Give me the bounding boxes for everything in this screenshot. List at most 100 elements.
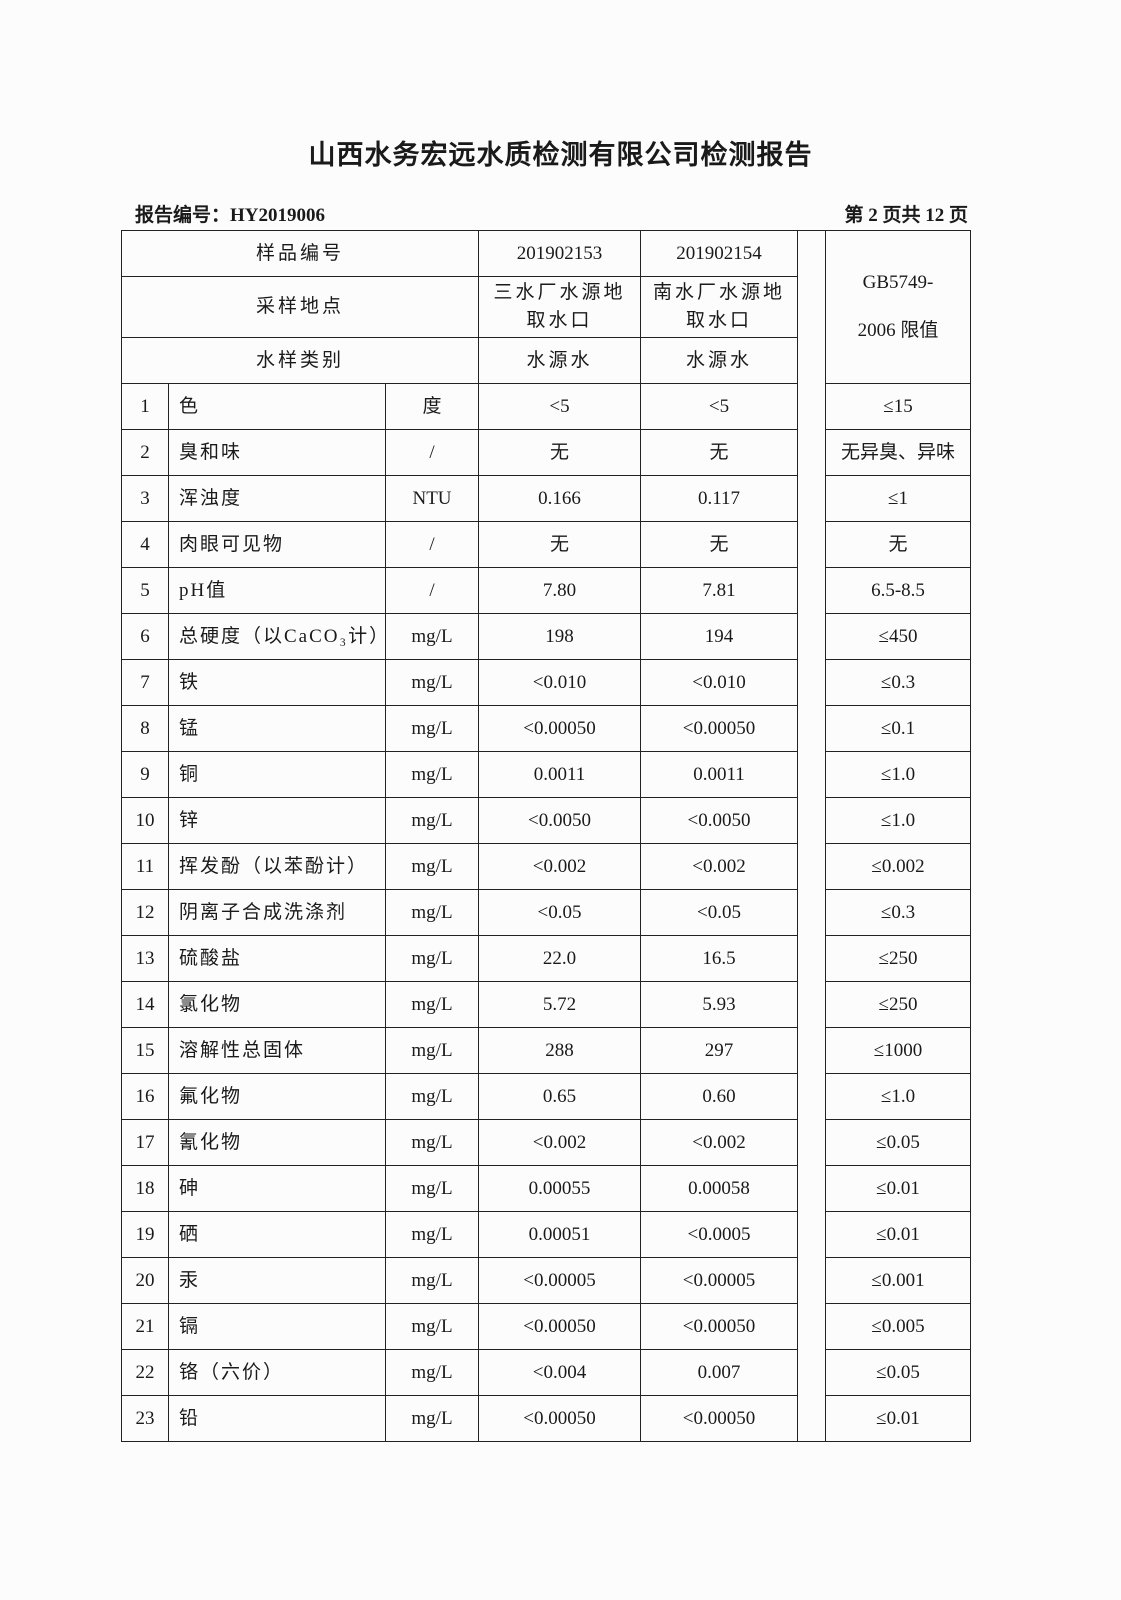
value-sample-2: <0.010 (640, 659, 798, 706)
limit-value: ≤450 (825, 613, 971, 660)
unit: mg/L (385, 1119, 479, 1166)
row-number: 18 (121, 1165, 169, 1212)
limit-value: ≤1.0 (825, 797, 971, 844)
gap (797, 981, 826, 1028)
gap (797, 1349, 826, 1396)
gap (797, 1257, 826, 1304)
value-sample-2: 5.93 (640, 981, 798, 1028)
item-name: 色 (168, 383, 386, 430)
sample-type-1: 水源水 (478, 337, 641, 384)
value-sample-1: <5 (478, 383, 641, 430)
value-sample-1: <0.00050 (478, 705, 641, 752)
table-row: 7 铁 mg/L <0.010 <0.010 ≤0.3 (121, 659, 971, 706)
limit-value: ≤1.0 (825, 1073, 971, 1120)
unit: / (385, 521, 479, 568)
limit-value: ≤15 (825, 383, 971, 430)
table-row: 5 pH值/7.80 7.81 6.5-8.5 (121, 567, 971, 614)
value-sample-2: 无 (640, 429, 798, 476)
row-number: 4 (121, 521, 169, 568)
gap (797, 429, 826, 476)
value-sample-1: 7.80 (478, 567, 641, 614)
gap (797, 521, 826, 568)
value-sample-1: 0.00055 (478, 1165, 641, 1212)
row-number: 8 (121, 705, 169, 752)
item-name: 溶解性总固体 (168, 1027, 386, 1074)
table-row: 8 锰 mg/L <0.00050 <0.00050 ≤0.1 (121, 705, 971, 752)
value-sample-2: <0.002 (640, 843, 798, 890)
limit-label-1: GB5749- (862, 272, 934, 293)
unit: mg/L (385, 1303, 479, 1350)
table-row: 10 锌 mg/L <0.0050 <0.0050 ≤1.0 (121, 797, 971, 844)
value-sample-2: 297 (640, 1027, 798, 1074)
unit: / (385, 429, 479, 476)
table-row: 14 氯化物 mg/L 5.72 5.93 ≤250 (121, 981, 971, 1028)
row-number: 13 (121, 935, 169, 982)
item-name: 阴离子合成洗涤剂 (168, 889, 386, 936)
value-sample-2: <0.05 (640, 889, 798, 936)
gap (797, 935, 826, 982)
gap (797, 659, 826, 706)
value-sample-1: 0.166 (478, 475, 641, 522)
gap (797, 1165, 826, 1212)
value-sample-1: 0.00051 (478, 1211, 641, 1258)
item-name: 铁 (168, 659, 386, 706)
limit-value: ≤0.05 (825, 1119, 971, 1166)
value-sample-1: <0.002 (478, 843, 641, 890)
page-number: 第 2 页共 12 页 (844, 205, 968, 226)
unit: mg/L (385, 1257, 479, 1304)
unit: mg/L (385, 1165, 479, 1212)
limit-value: ≤0.3 (825, 889, 971, 936)
unit: mg/L (385, 1395, 479, 1442)
table-row: 19 硒 mg/L 0.00051 <0.0005 ≤0.01 (121, 1211, 971, 1258)
row-number: 3 (121, 475, 169, 522)
sample-no-1: 201902153 (478, 230, 641, 277)
table-row: 13 硫酸盐 mg/L 22.0 16.5 ≤250 (121, 935, 971, 982)
item-name: 总硬度（以CaCO₃计） (168, 613, 388, 660)
value-sample-2: 7.81 (640, 567, 798, 614)
table-row: 15 溶解性总固体 mg/L 288 297 ≤1000 (121, 1027, 971, 1074)
row-number: 15 (121, 1027, 169, 1074)
results-table: 样品编号 201902153 201902154 GB5749- 2006 限值… (121, 230, 971, 1442)
row-number: 2 (121, 429, 169, 476)
gap (797, 1395, 826, 1442)
table-row: 2 臭和味 / 无无无异臭、异味 (121, 429, 971, 476)
gap (797, 797, 826, 844)
gap (797, 751, 826, 798)
item-name: 砷 (168, 1165, 386, 1212)
item-name: 浑浊度 (168, 475, 386, 522)
item-name: 臭和味 (168, 429, 386, 476)
gap (797, 843, 826, 890)
value-sample-2: 0.117 (640, 475, 798, 522)
item-name: 镉 (168, 1303, 386, 1350)
unit: mg/L (385, 797, 479, 844)
item-name: 锰 (168, 705, 386, 752)
value-sample-1: <0.00050 (478, 1395, 641, 1442)
value-sample-2: 194 (640, 613, 798, 660)
value-sample-2: <0.00050 (640, 1395, 798, 1442)
value-sample-2: <0.00050 (640, 705, 798, 752)
gap (797, 1027, 826, 1074)
row-number: 7 (121, 659, 169, 706)
gap (797, 1073, 826, 1120)
item-name: 硫酸盐 (168, 935, 386, 982)
value-sample-1: 5.72 (478, 981, 641, 1028)
row-number: 12 (121, 889, 169, 936)
limit-value: ≤1 (825, 475, 971, 522)
unit: mg/L (385, 705, 479, 752)
item-name: 铅 (168, 1395, 386, 1442)
table-row: 20 汞 mg/L <0.00005 <0.00005 ≤0.001 (121, 1257, 971, 1304)
row-number: 6 (121, 613, 169, 660)
item-name: 硒 (168, 1211, 386, 1258)
sample-site-label: 采样地点 (121, 276, 479, 338)
value-sample-1: 0.0011 (478, 751, 641, 798)
sample-no-label: 样品编号 (121, 230, 479, 277)
sample-site-1: 三水厂水源地取水口 (478, 276, 641, 338)
value-sample-1: <0.002 (478, 1119, 641, 1166)
row-number: 5 (121, 567, 169, 614)
unit: mg/L (385, 981, 479, 1028)
limit-value: ≤0.002 (825, 843, 971, 890)
value-sample-1: 288 (478, 1027, 641, 1074)
value-sample-2: <5 (640, 383, 798, 430)
table-row: 17 氰化物 mg/L <0.002 <0.002 ≤0.05 (121, 1119, 971, 1166)
unit: NTU (385, 475, 479, 522)
